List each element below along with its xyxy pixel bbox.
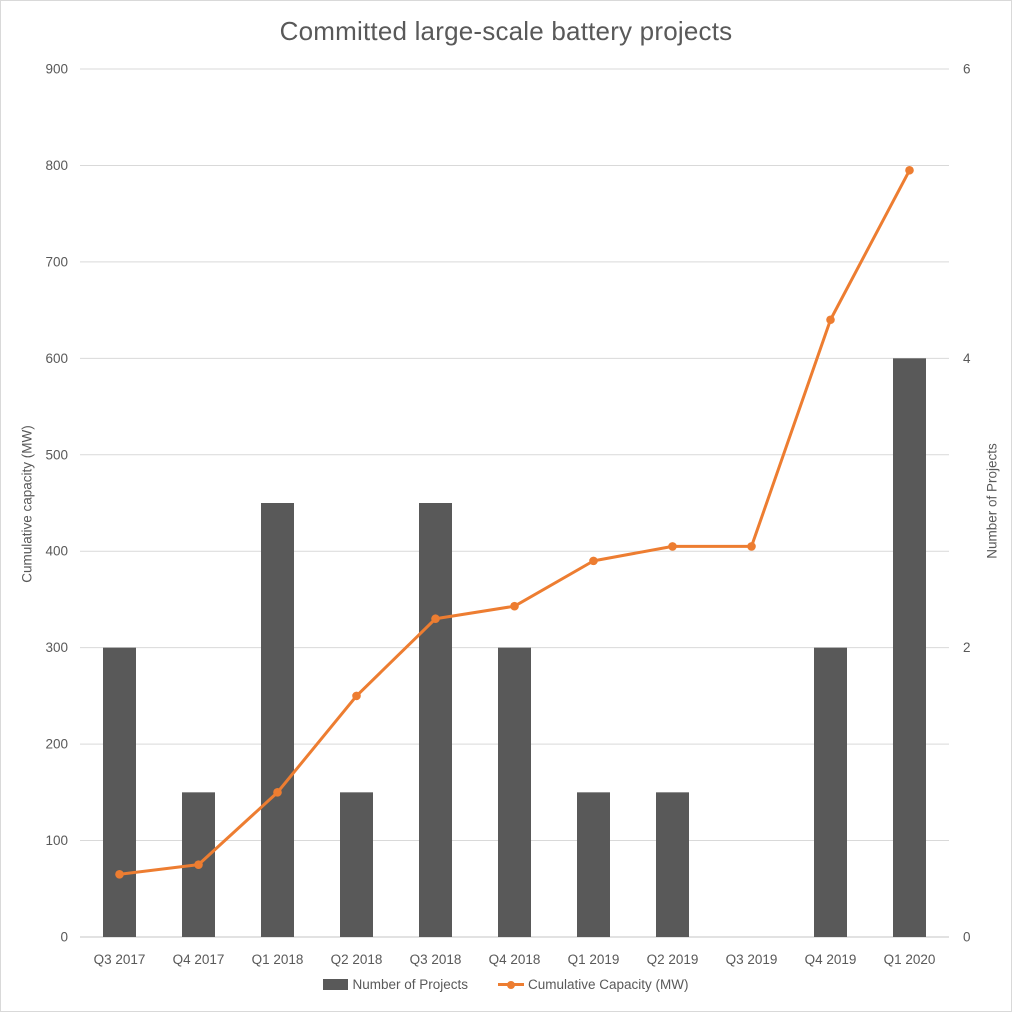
left-axis-tick-label: 300 bbox=[45, 640, 68, 655]
left-axis-tick-label: 100 bbox=[45, 833, 68, 848]
legend-item-number-of-projects: Number of Projects bbox=[323, 977, 468, 992]
chart-title: Committed large-scale battery projects bbox=[279, 16, 733, 46]
bar-number-of-projects bbox=[340, 792, 373, 937]
line-marker bbox=[668, 542, 677, 551]
left-axis-tick-label: 600 bbox=[45, 351, 68, 366]
legend-item-cumulative-capacity: Cumulative Capacity (MW) bbox=[498, 977, 689, 992]
left-axis-title: Cumulative capacity (MW) bbox=[19, 425, 35, 583]
left-axis-tick-label: 400 bbox=[45, 544, 68, 559]
bar-series-swatch-icon bbox=[323, 979, 349, 990]
bar-number-of-projects bbox=[893, 358, 926, 937]
line-marker bbox=[352, 691, 361, 701]
line-marker bbox=[510, 601, 519, 611]
line-marker bbox=[826, 315, 835, 325]
right-axis-tick-label: 2 bbox=[963, 640, 971, 655]
x-axis-tick-label: Q2 2018 bbox=[331, 952, 383, 967]
bar-number-of-projects bbox=[577, 792, 610, 937]
legend-label-cumulative-capacity: Cumulative Capacity (MW) bbox=[528, 977, 689, 992]
left-axis-tick-label: 500 bbox=[45, 447, 68, 462]
x-axis-tick-label: Q4 2019 bbox=[805, 952, 857, 967]
right-axis-title: Number of Projects bbox=[984, 443, 1000, 559]
line-series-dot-icon bbox=[507, 980, 515, 989]
left-axis-tick-label: 800 bbox=[45, 158, 68, 173]
bar-number-of-projects bbox=[103, 647, 136, 937]
left-axis-tick-label: 0 bbox=[60, 930, 68, 945]
x-axis-tick-label: Q1 2020 bbox=[884, 952, 936, 967]
bar-number-of-projects bbox=[261, 503, 294, 937]
line-marker bbox=[431, 614, 440, 624]
line-marker bbox=[194, 860, 203, 869]
x-axis-tick-label: Q4 2018 bbox=[489, 952, 541, 967]
x-axis-tick-label: Q4 2017 bbox=[173, 952, 225, 967]
line-marker bbox=[589, 556, 598, 566]
x-axis-tick-label: Q2 2019 bbox=[647, 952, 699, 967]
bar-number-of-projects bbox=[498, 647, 531, 937]
line-marker bbox=[747, 542, 756, 551]
x-axis-tick-label: Q1 2019 bbox=[568, 952, 620, 967]
x-axis-tick-label: Q3 2018 bbox=[410, 952, 462, 967]
line-marker bbox=[273, 788, 282, 797]
bar-number-of-projects bbox=[814, 647, 847, 937]
right-axis-tick-label: 0 bbox=[963, 930, 971, 945]
line-series-marker-icon bbox=[498, 980, 524, 989]
left-axis-tick-label: 700 bbox=[45, 254, 68, 269]
left-axis-tick-label: 200 bbox=[45, 737, 68, 752]
bar-number-of-projects bbox=[419, 503, 452, 937]
left-axis-tick-label: 900 bbox=[45, 62, 68, 77]
x-axis-tick-label: Q3 2017 bbox=[94, 952, 146, 967]
right-axis-tick-label: 4 bbox=[963, 351, 971, 366]
legend: Number of Projects Cumulative Capacity (… bbox=[1, 977, 1011, 992]
right-axis-tick-label: 6 bbox=[963, 62, 971, 77]
line-marker bbox=[115, 870, 124, 879]
legend-label-number-of-projects: Number of Projects bbox=[352, 977, 468, 992]
bar-number-of-projects bbox=[656, 792, 689, 937]
line-marker bbox=[905, 165, 914, 175]
x-axis-tick-label: Q3 2019 bbox=[726, 952, 778, 967]
x-axis-tick-label: Q1 2018 bbox=[252, 952, 304, 967]
